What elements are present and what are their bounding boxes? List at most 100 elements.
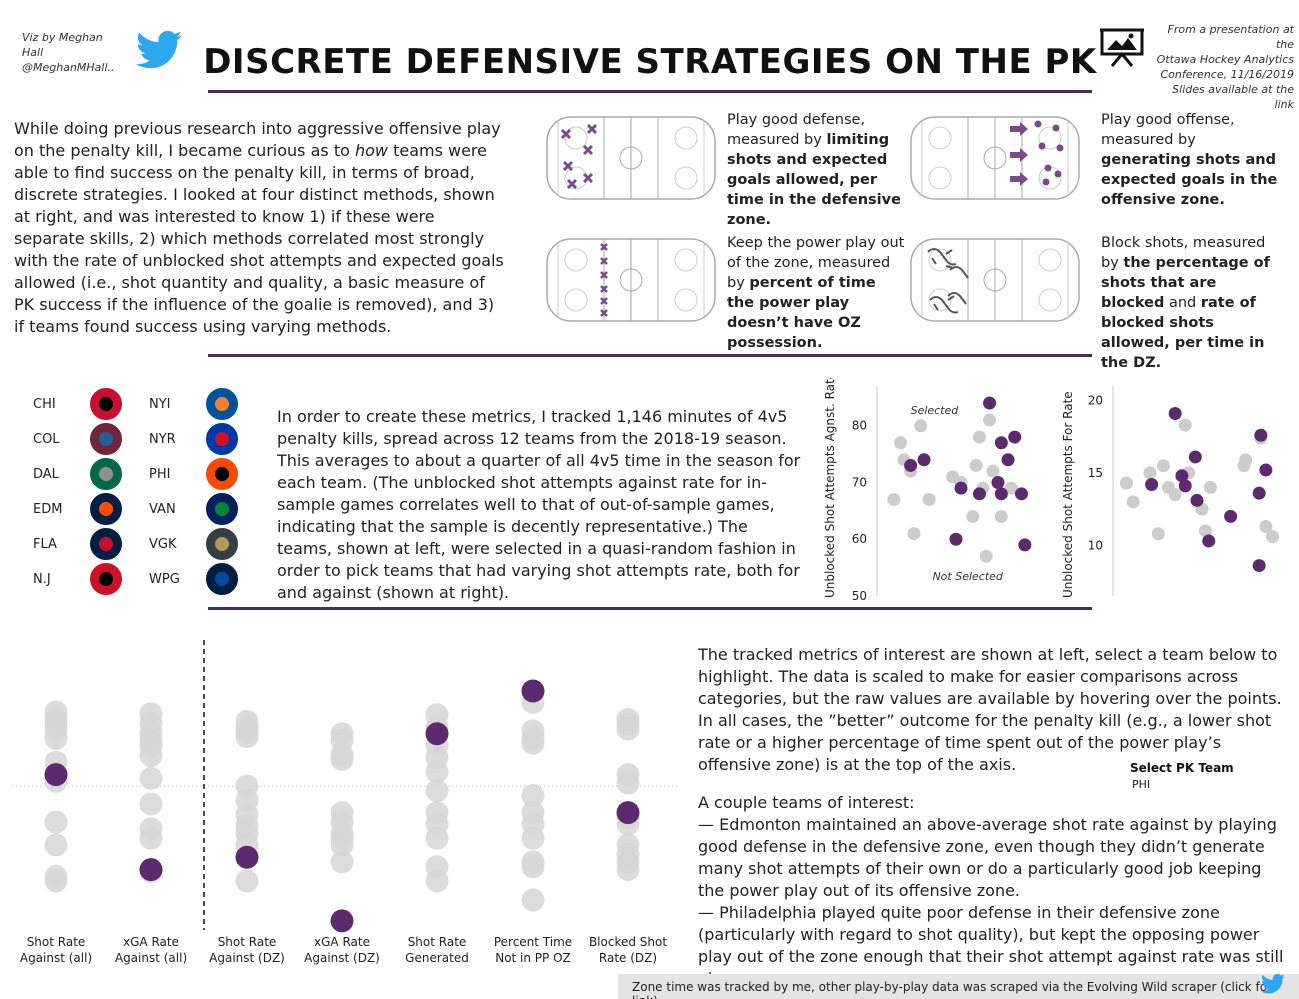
other-team-point[interactable] xyxy=(894,436,908,450)
other-team-point[interactable] xyxy=(966,510,980,524)
other-team-point[interactable] xyxy=(1203,480,1217,494)
team-logo-icon[interactable] xyxy=(206,528,238,560)
other-team-point[interactable] xyxy=(1259,519,1273,533)
other-team-point[interactable] xyxy=(1119,476,1133,490)
team-metric-point[interactable] xyxy=(425,779,449,803)
selected-team-metric-point[interactable] xyxy=(139,858,163,882)
team-metric-point[interactable] xyxy=(139,826,163,850)
team-logo-icon[interactable] xyxy=(206,423,238,455)
selected-team-metric-point[interactable] xyxy=(521,679,545,703)
selected-team-metric-point[interactable] xyxy=(330,909,354,933)
selected-team-point[interactable] xyxy=(1252,559,1266,573)
team-metric-point[interactable] xyxy=(521,855,545,879)
team-metric-point[interactable] xyxy=(521,784,545,807)
selected-team-point[interactable] xyxy=(1254,428,1268,442)
team-logo-icon[interactable] xyxy=(90,423,122,455)
selected-team-point[interactable] xyxy=(1190,493,1204,507)
team-metric-point[interactable] xyxy=(521,731,545,755)
team-logo-icon[interactable] xyxy=(206,458,238,490)
selected-team-point[interactable] xyxy=(949,532,963,546)
team-logo-icon[interactable] xyxy=(90,458,122,490)
other-team-point[interactable] xyxy=(914,419,928,433)
selected-team-point[interactable] xyxy=(1008,430,1022,444)
other-team-point[interactable] xyxy=(994,510,1008,524)
team-logo-icon[interactable] xyxy=(206,493,238,525)
other-team-point[interactable] xyxy=(1143,466,1157,480)
other-team-point[interactable] xyxy=(907,527,921,541)
selected-team-point[interactable] xyxy=(1001,453,1015,467)
other-team-point[interactable] xyxy=(1168,488,1182,502)
selected-team-point[interactable] xyxy=(1175,469,1189,483)
selected-team-point[interactable] xyxy=(904,458,918,472)
team-logo-icon[interactable] xyxy=(90,493,122,525)
twitter-bird-icon[interactable] xyxy=(136,30,182,70)
team-metric-point[interactable] xyxy=(425,826,449,850)
other-team-point[interactable] xyxy=(969,458,983,472)
other-team-point[interactable] xyxy=(986,464,1000,478)
selected-team-metric-point[interactable] xyxy=(235,845,259,869)
selected-team-point[interactable] xyxy=(994,436,1008,450)
selected-team-point[interactable] xyxy=(1252,486,1266,500)
selected-team-metric-point[interactable] xyxy=(44,763,68,787)
shots-against-scatter[interactable]: 50 60 70 80 Unblocked Shot Attempts Agnst. R… xyxy=(820,378,1050,606)
team-logo-icon[interactable] xyxy=(90,388,122,420)
team-logo-icon[interactable] xyxy=(90,563,122,595)
team-metric-point[interactable] xyxy=(139,744,163,768)
other-team-point[interactable] xyxy=(1004,481,1018,495)
selected-team-point[interactable] xyxy=(1188,450,1202,464)
presentation-source[interactable]: From a presentation at the Ottawa Hockey… xyxy=(1150,22,1294,112)
team-metric-point[interactable] xyxy=(44,810,68,834)
team-metric-point[interactable] xyxy=(330,747,354,771)
team-logo-icon[interactable] xyxy=(90,528,122,560)
shots-for-scatter[interactable]: 10 15 20 Unblocked Shot Attempts For Rate xyxy=(1056,378,1286,606)
other-team-point[interactable] xyxy=(887,493,901,507)
team-metric-point[interactable] xyxy=(330,850,354,874)
selected-team-point[interactable] xyxy=(1224,509,1238,523)
other-team-point[interactable] xyxy=(1239,453,1253,467)
selected-team-point[interactable] xyxy=(1145,477,1159,491)
team-metric-point[interactable] xyxy=(139,792,163,816)
other-team-point[interactable] xyxy=(1156,459,1170,473)
selected-team-point[interactable] xyxy=(972,487,986,501)
selected-team-point[interactable] xyxy=(917,453,931,467)
selected-team-point[interactable] xyxy=(1018,538,1032,552)
other-team-point[interactable] xyxy=(972,430,986,444)
selected-team-point[interactable] xyxy=(1259,463,1273,477)
selected-team-metric-point[interactable] xyxy=(616,801,640,825)
selected-team-point[interactable] xyxy=(1178,479,1192,493)
other-team-point[interactable] xyxy=(1126,495,1140,509)
metrics-strip-plot[interactable]: Shot Rate Against (all) xGA Rate Against (a… xyxy=(0,630,690,970)
selected-team-metric-point[interactable] xyxy=(425,722,449,746)
team-metric-point[interactable] xyxy=(139,766,163,790)
team-select-dropdown[interactable]: PHI xyxy=(1132,778,1151,791)
team-metric-point[interactable] xyxy=(521,888,545,912)
team-metric-point[interactable] xyxy=(235,725,259,749)
selected-team-point[interactable] xyxy=(983,396,997,410)
team-metric-point[interactable] xyxy=(44,869,68,893)
team-logo-icon[interactable] xyxy=(206,563,238,595)
team-metric-point[interactable] xyxy=(44,727,68,750)
selected-team-point[interactable] xyxy=(1168,407,1182,421)
selected-team-point[interactable] xyxy=(1202,534,1216,548)
footer-link[interactable]: Zone time was tracked by me, other play-… xyxy=(632,980,1273,999)
team-metric-point[interactable] xyxy=(425,869,449,893)
team-logo-icon[interactable] xyxy=(206,388,238,420)
twitter-bird-icon[interactable] xyxy=(1261,974,1285,994)
team-metric-point[interactable] xyxy=(330,833,354,857)
other-team-point[interactable] xyxy=(1151,527,1165,541)
presentation-board-icon[interactable] xyxy=(1100,24,1144,68)
team-metric-point[interactable] xyxy=(44,833,68,857)
selected-team-point[interactable] xyxy=(1014,487,1028,501)
team-metric-point[interactable] xyxy=(425,760,449,784)
team-metric-point[interactable] xyxy=(235,869,259,893)
selected-team-point[interactable] xyxy=(991,475,1005,489)
other-team-point[interactable] xyxy=(922,493,936,507)
other-team-point[interactable] xyxy=(983,413,997,427)
other-team-point[interactable] xyxy=(1198,524,1212,538)
other-team-point[interactable] xyxy=(1178,418,1192,432)
team-metric-point[interactable] xyxy=(616,717,640,741)
selected-team-point[interactable] xyxy=(994,487,1008,501)
footer-bar[interactable] xyxy=(618,974,1299,999)
other-team-point[interactable] xyxy=(1266,530,1280,544)
selected-team-point[interactable] xyxy=(954,481,968,495)
